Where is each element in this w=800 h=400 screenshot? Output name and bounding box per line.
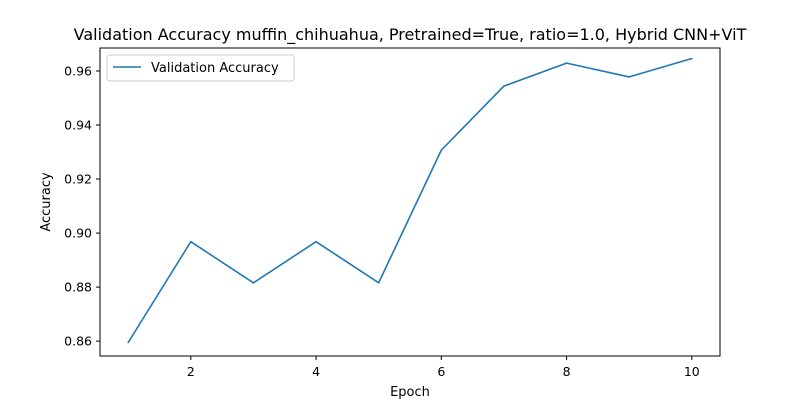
series-line-validation-accuracy: [127, 57, 693, 343]
x-axis-ticks: 2 4 6 8 10: [187, 356, 700, 379]
data-point: [377, 281, 380, 284]
legend: Validation Accuracy: [106, 54, 295, 82]
x-axis-label: Epoch: [390, 385, 430, 400]
data-point: [503, 85, 505, 87]
data-point: [565, 62, 568, 64]
data-point: [190, 240, 192, 243]
chart-title: Validation Accuracy muffin_chihuahua, Pr…: [74, 25, 747, 45]
data-point: [315, 240, 317, 243]
plot-area-frame: [99, 47, 721, 357]
y-tick-label: 0.90: [64, 226, 92, 241]
y-axis-label: Accuracy: [39, 172, 54, 232]
x-tick-label: 6: [437, 364, 445, 379]
x-tick-label: 8: [563, 364, 571, 379]
y-tick-label: 0.92: [64, 172, 92, 187]
data-point: [252, 281, 255, 284]
y-tick-label: 0.88: [64, 280, 92, 295]
data-point: [127, 341, 129, 344]
x-tick-label: 4: [312, 364, 320, 379]
y-tick-label: 0.86: [64, 334, 92, 349]
y-axis-ticks: 0.86 0.88 0.90 0.92 0.94 0.96: [64, 63, 100, 349]
x-tick-label: 10: [684, 364, 700, 379]
data-point: [440, 149, 443, 151]
data-point: [691, 57, 693, 60]
series-points: [127, 57, 693, 344]
legend-label: Validation Accuracy: [151, 61, 279, 76]
y-tick-label: 0.96: [64, 63, 92, 78]
data-point: [628, 76, 630, 78]
legend-box: [106, 54, 295, 82]
x-tick-label: 2: [187, 364, 195, 379]
y-tick-label: 0.94: [64, 118, 92, 133]
